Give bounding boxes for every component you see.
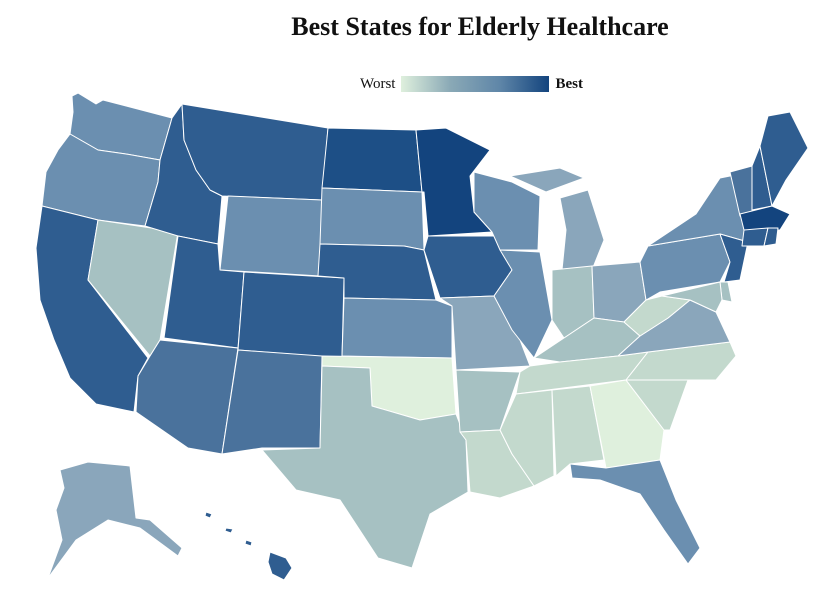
state-il[interactable] bbox=[493, 249, 553, 359]
state-sd[interactable] bbox=[319, 187, 425, 251]
state-nd[interactable] bbox=[321, 127, 423, 193]
state-ri[interactable] bbox=[763, 227, 779, 247]
legend-low-label: Worst bbox=[360, 75, 396, 92]
state-wy[interactable] bbox=[219, 195, 323, 277]
state-tx[interactable] bbox=[261, 365, 469, 569]
legend-gradient-bar bbox=[401, 76, 550, 92]
state-az[interactable] bbox=[135, 339, 239, 455]
title-wrap: Best States for Elderly Healthcare bbox=[0, 12, 832, 42]
state-wi[interactable] bbox=[473, 171, 541, 251]
state-fl[interactable] bbox=[569, 459, 701, 565]
state-al[interactable] bbox=[551, 385, 605, 477]
state-ak[interactable] bbox=[47, 461, 183, 579]
state-hi[interactable] bbox=[204, 511, 293, 581]
state-ks[interactable] bbox=[341, 297, 453, 359]
state-ga[interactable] bbox=[589, 379, 665, 469]
map-title: Best States for Elderly Healthcare bbox=[291, 12, 669, 41]
state-co[interactable] bbox=[237, 271, 345, 359]
state-md[interactable] bbox=[661, 281, 723, 313]
state-nm[interactable] bbox=[221, 349, 323, 455]
legend-high-label: Best bbox=[555, 75, 583, 92]
state-ma[interactable] bbox=[739, 205, 791, 231]
legend: Worst Best bbox=[360, 75, 583, 93]
